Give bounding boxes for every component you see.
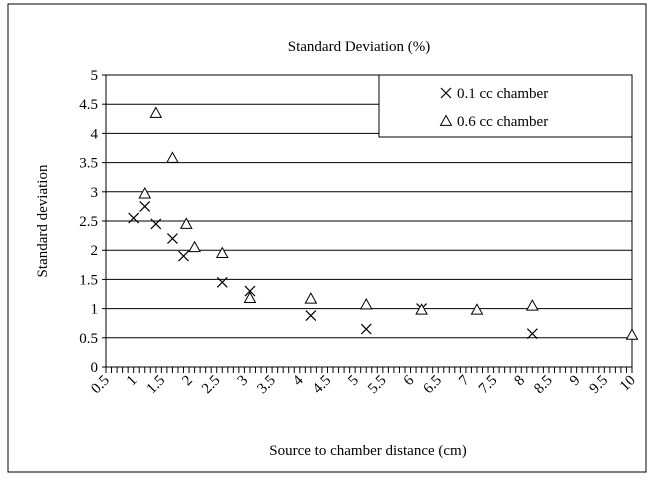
y-tick-label: 1 xyxy=(91,302,99,318)
data-point-0-6cc xyxy=(359,297,373,310)
y-tick-label: 2 xyxy=(91,243,99,259)
data-point-0-1cc xyxy=(167,233,178,244)
y-tick-label: 0 xyxy=(91,360,99,376)
data-point-0-1cc xyxy=(178,250,189,262)
data-point-0-6cc xyxy=(415,303,428,315)
data-point-0-6cc xyxy=(470,303,484,315)
data-point-0-1cc xyxy=(150,218,162,230)
data-point-0-6cc xyxy=(304,292,318,304)
y-tick-label: 0.5 xyxy=(79,331,98,347)
chart-border xyxy=(7,3,647,473)
data-point-0-6cc xyxy=(149,106,163,118)
data-point-0-6cc xyxy=(525,299,539,311)
data-point-0-6cc xyxy=(215,246,229,259)
data-point-0-1cc xyxy=(244,285,256,297)
y-tick-label: 2.5 xyxy=(79,214,98,230)
legend-label: 0.6 cc chamber xyxy=(457,114,548,130)
data-point-0-6cc xyxy=(625,328,639,340)
x-axis-label: Source to chamber distance (cm) xyxy=(269,443,466,459)
legend-label: 0.1 cc chamber xyxy=(457,86,548,102)
data-point-0-1cc xyxy=(526,328,538,340)
y-axis-label: Standard deviation xyxy=(35,164,51,277)
data-point-0-6cc xyxy=(166,151,179,163)
legend-marker-x xyxy=(440,87,452,99)
data-point-0-1cc xyxy=(360,323,372,335)
y-tick-label: 3.5 xyxy=(79,156,98,172)
data-point-0-1cc xyxy=(139,200,151,212)
data-point-0-1cc xyxy=(128,212,140,224)
data-point-0-1cc xyxy=(216,276,228,288)
y-tick-label: 5 xyxy=(91,68,99,84)
data-point-0-6cc xyxy=(243,291,257,303)
y-tick-label: 1.5 xyxy=(79,272,98,288)
chart-title: Standard Deviation (%) xyxy=(288,39,430,55)
legend-box xyxy=(378,74,633,138)
y-tick-label: 4 xyxy=(91,126,99,142)
y-tick-label: 3 xyxy=(91,185,99,201)
y-tick-label: 4.5 xyxy=(79,97,98,113)
legend-marker-triangle xyxy=(439,114,453,126)
data-point-0-6cc xyxy=(188,240,201,253)
data-point-0-6cc xyxy=(179,217,193,229)
data-point-0-1cc xyxy=(305,310,317,322)
data-point-0-6cc xyxy=(138,187,152,199)
